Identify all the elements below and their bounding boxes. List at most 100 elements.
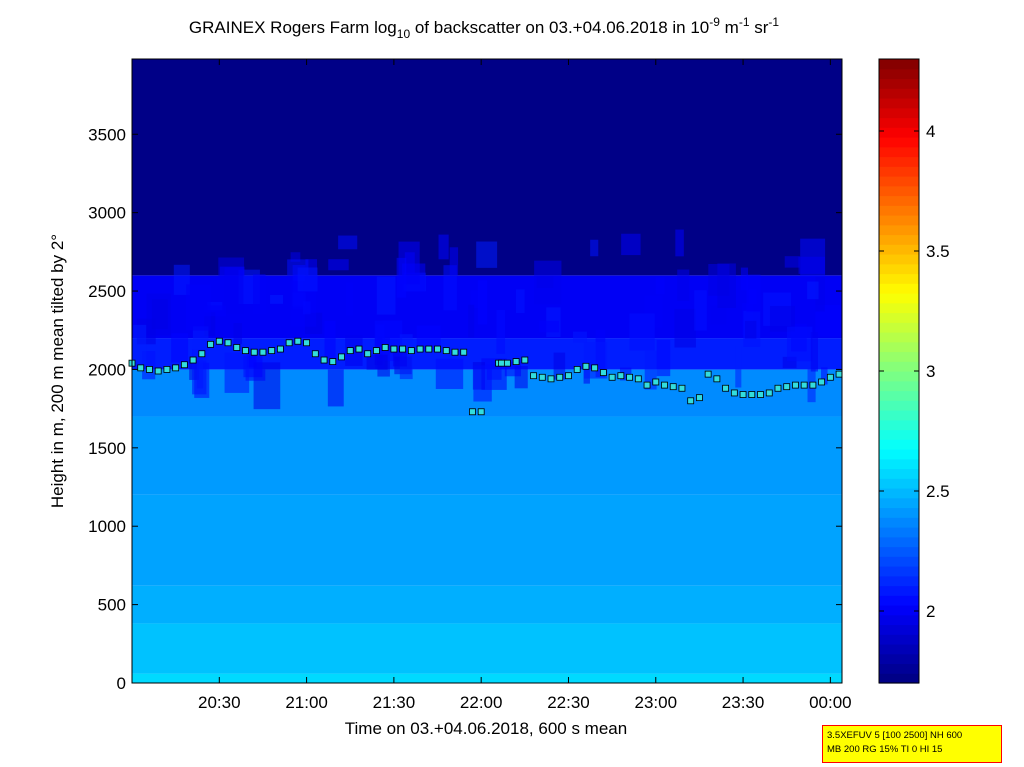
marker-point [259,348,267,356]
marker-point [556,373,564,381]
y-axis-label: Height in m, 200 m mean tilted by 2° [48,234,67,508]
y-tick-label: 500 [98,596,126,615]
marker-point [207,340,214,348]
title-sup-2: -1 [739,15,750,29]
marker-point [416,345,424,353]
marker-point [277,345,284,353]
marker-point [835,370,843,378]
texture-patch [416,325,441,352]
marker-point [434,345,441,353]
texture-patch [196,350,204,389]
colorbar: 2 2.5 3 3.5 4 [878,58,950,684]
colorbar-swatch [879,439,919,450]
layer-band-0 [132,673,842,683]
colorbar-swatch [879,566,919,577]
texture-patch [303,301,311,315]
colorbar-swatch [879,117,919,128]
colorbar-swatch [879,361,919,372]
colorbar-swatch [879,263,919,275]
colorbar-swatch [879,254,919,265]
marker-point [626,373,633,381]
title-prefix: GRAINEX Rogers Farm log [189,18,397,37]
colorbar-swatch [879,146,919,158]
y-tick-label: 0 [117,674,126,693]
colorbar-swatch [879,59,919,70]
marker-point [652,378,660,386]
texture-patch [539,320,560,333]
title-subscript: 10 [397,27,411,41]
marker-point [765,389,773,397]
marker-point [696,394,703,402]
colorbar-tick-label: 3 [926,362,935,381]
marker-point [477,408,485,416]
settings-info-box: 3.5XEFUV 5 [100 2500] NH 600 MB 200 RG 1… [822,725,1002,763]
colorbar-swatch [879,185,919,197]
colorbar-tick-label: 3.5 [926,242,950,261]
texture-patch [133,324,147,367]
texture-patch [233,322,242,345]
colorbar-swatch [879,575,919,587]
colorbar-tick-label: 2.5 [926,482,950,501]
texture-patch [708,264,730,296]
colorbar-swatch [879,273,919,284]
texture-patch [345,282,354,316]
colorbar-swatch [879,215,919,226]
texture-patch [674,308,696,348]
colorbar-swatch [879,449,919,460]
marker-point [582,362,590,370]
texture-patch [784,256,800,268]
marker-point [573,366,581,373]
texture-patch [173,264,190,295]
texture-patch [290,252,301,262]
y-tick-label: 3500 [88,125,126,144]
texture-patch [476,241,498,268]
texture-patch [710,305,727,325]
texture-patch [573,331,587,343]
x-tick-label: 23:30 [722,693,765,712]
colorbar-swatch [879,234,919,245]
cloud-base-markers [128,337,843,416]
marker-point [338,353,345,361]
colorbar-swatch [879,68,919,80]
colorbar-swatch [879,400,919,411]
texture-patch [438,234,449,260]
marker-point [739,391,747,398]
marker-point [146,366,153,373]
marker-point [224,339,232,347]
colorbar-swatch [879,156,919,167]
y-tick-label: 3000 [88,204,126,223]
chart-title: GRAINEX Rogers Farm log10 of backscatter… [189,15,779,41]
marker-point [591,364,599,372]
marker-point [442,347,450,355]
colorbar-swatch [879,419,919,431]
marker-point [407,347,415,355]
texture-patch [621,233,641,256]
axes: 20:30 21:00 21:30 22:00 22:30 23:00 23:30 00:00… [88,58,852,712]
colorbar-swatch [879,585,919,596]
texture-patch [786,326,813,362]
marker-point [547,375,555,383]
texture-patch [782,356,797,369]
texture-patch [396,257,407,298]
colorbar-swatch [879,351,919,362]
plot-frame [131,58,843,684]
marker-point [704,370,712,378]
colorbar-swatch [879,653,919,665]
texture-patch [656,339,671,377]
marker-point [661,381,668,389]
texture-patch [270,294,284,304]
colorbar-swatch [879,224,919,236]
texture-patch [735,345,742,388]
colorbar-swatch [879,478,919,489]
colorbar-swatch [879,390,919,401]
marker-point [425,345,433,353]
marker-point [617,372,625,380]
texture-patch [449,247,459,276]
marker-point [242,347,249,355]
marker-point [390,345,398,353]
marker-point [643,381,651,389]
texture-patch [815,276,825,312]
colorbar-swatch [879,556,919,567]
texture-patch [443,265,457,311]
colorbar-swatch [879,507,919,518]
